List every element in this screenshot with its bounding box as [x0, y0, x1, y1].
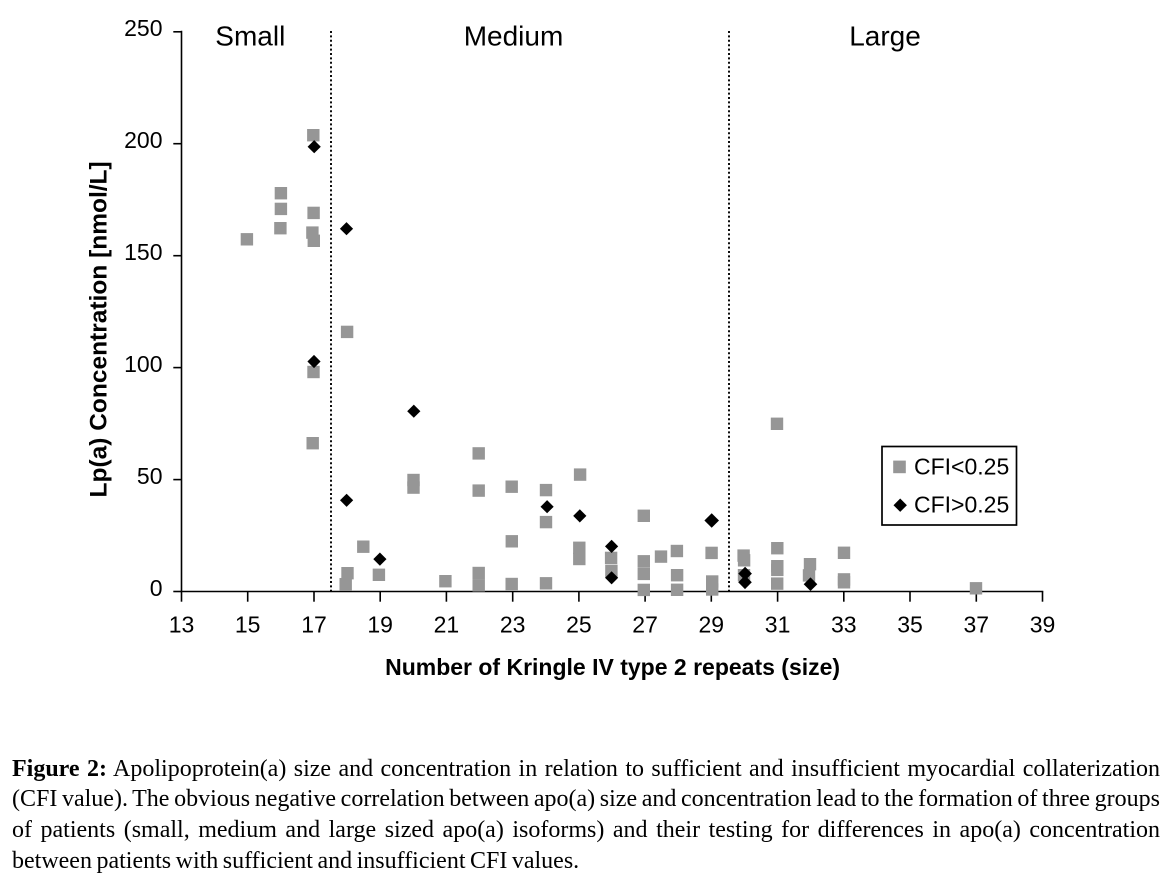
- svg-text:Lp(a) Concentration [nmol/L]: Lp(a) Concentration [nmol/L]: [86, 161, 113, 497]
- svg-text:100: 100: [124, 351, 162, 377]
- svg-text:33: 33: [831, 612, 857, 638]
- svg-text:Small: Small: [215, 21, 285, 52]
- svg-text:39: 39: [1030, 612, 1056, 638]
- svg-text:Large: Large: [849, 21, 921, 52]
- svg-text:50: 50: [137, 463, 163, 489]
- svg-text:200: 200: [124, 127, 162, 153]
- svg-text:31: 31: [765, 612, 791, 638]
- svg-text:37: 37: [964, 612, 990, 638]
- svg-text:19: 19: [367, 612, 393, 638]
- svg-text:250: 250: [124, 15, 162, 41]
- svg-text:15: 15: [235, 612, 261, 638]
- svg-text:Medium: Medium: [464, 21, 564, 52]
- svg-text:0: 0: [150, 575, 163, 601]
- svg-text:21: 21: [434, 612, 460, 638]
- svg-text:25: 25: [566, 612, 592, 638]
- svg-text:150: 150: [124, 239, 162, 265]
- svg-text:23: 23: [500, 612, 526, 638]
- svg-text:CFI>0.25: CFI>0.25: [914, 492, 1009, 518]
- svg-text:35: 35: [897, 612, 923, 638]
- svg-text:17: 17: [301, 612, 327, 638]
- svg-text:CFI<0.25: CFI<0.25: [914, 453, 1009, 479]
- svg-text:Number of Kringle IV type 2 re: Number of Kringle IV type 2 repeats (siz…: [385, 654, 840, 680]
- svg-text:29: 29: [699, 612, 725, 638]
- svg-text:13: 13: [169, 612, 195, 638]
- svg-text:27: 27: [632, 612, 658, 638]
